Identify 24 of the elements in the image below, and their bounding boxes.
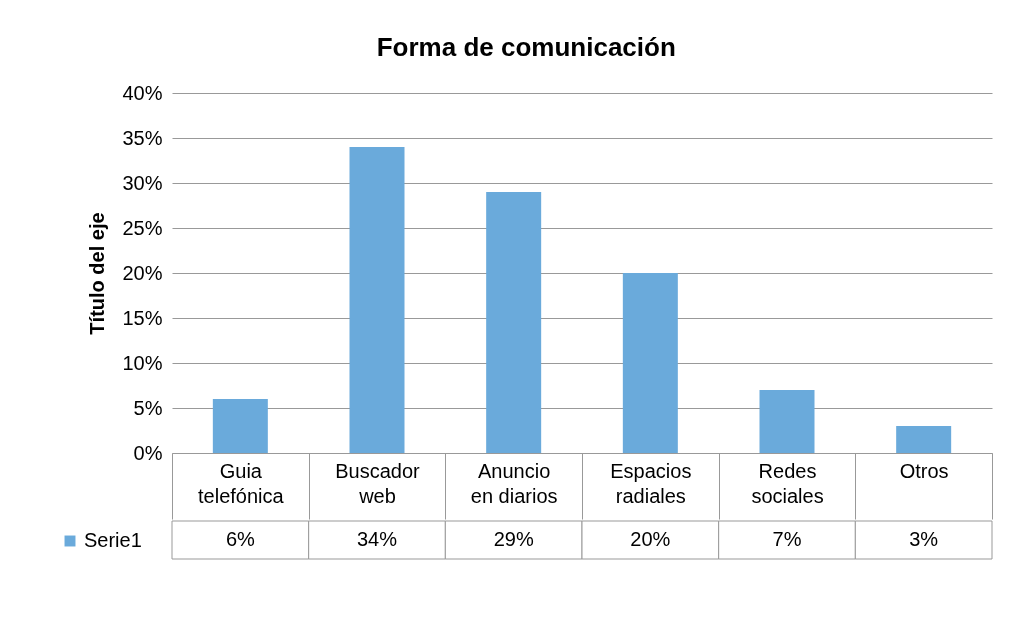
data-label: 3%: [909, 528, 939, 550]
x-tick-label: Otros: [899, 459, 949, 482]
data-label: 34%: [356, 528, 398, 550]
x-tick-label: Espacios radiales: [610, 459, 692, 507]
data-label: 20%: [630, 528, 671, 550]
legend-label: Serie1: [84, 529, 142, 551]
data-label: 7%: [772, 528, 802, 550]
y-tick-label: 25%: [122, 216, 163, 239]
y-tick-label: 35%: [122, 126, 163, 149]
y-axis-title: Título del eje: [86, 212, 109, 335]
y-tick-label: 5%: [133, 396, 163, 419]
x-tick-label: Anuncio en diarios: [470, 459, 558, 507]
x-tick-label: Redes sociales: [751, 459, 824, 507]
x-tick-label: Buscador web: [335, 459, 421, 507]
y-tick-label: 0%: [133, 441, 163, 464]
y-tick-label: 30%: [122, 171, 163, 194]
data-label: 29%: [493, 528, 534, 550]
y-tick-label: 40%: [122, 81, 163, 104]
y-tick-label: 15%: [122, 306, 163, 329]
data-label: 6%: [225, 528, 255, 550]
y-tick-label: 10%: [122, 351, 163, 374]
chart-title: Forma de comunicación: [376, 32, 676, 62]
y-tick-label: 20%: [122, 261, 163, 284]
x-tick-label: Guia telefónica: [198, 459, 285, 507]
